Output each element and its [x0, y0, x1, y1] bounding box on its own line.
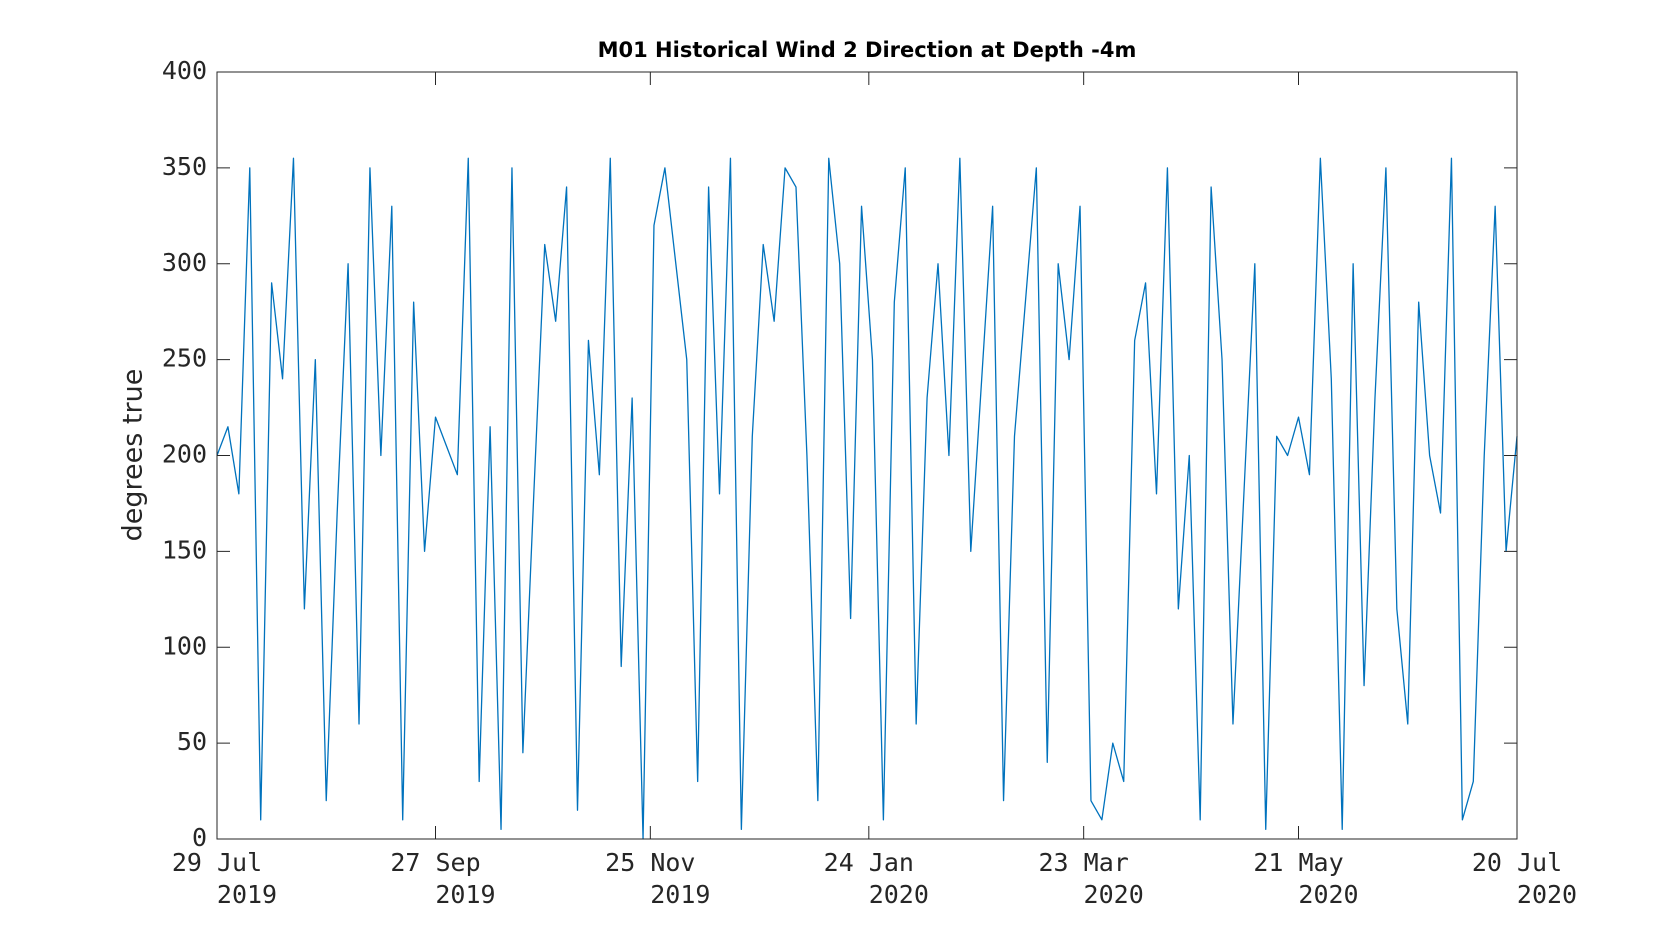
y-tick-label: 0	[192, 823, 207, 852]
y-tick-label: 200	[162, 440, 207, 469]
x-tick-label: 25 Nov	[605, 848, 695, 877]
x-tick-label: 24 Jan	[824, 848, 914, 877]
chart-title: M01 Historical Wind 2 Direction at Depth…	[598, 38, 1137, 62]
x-tick-label: 20 Jul	[1472, 848, 1562, 877]
y-tick-label: 150	[162, 535, 207, 564]
x-tick-label: 2020	[869, 880, 929, 909]
x-tick-label: 27 Sep	[390, 848, 480, 877]
x-tick-label: 29 Jul	[172, 848, 262, 877]
x-tick-label: 2019	[435, 880, 495, 909]
x-tick-label: 2019	[217, 880, 277, 909]
y-tick-label: 300	[162, 248, 207, 277]
y-tick-label: 350	[162, 152, 207, 181]
data-line	[216, 157, 1518, 840]
x-tick-label: 2020	[1084, 880, 1144, 909]
y-tick-label: 400	[162, 56, 207, 85]
y-tick-label: 250	[162, 344, 207, 373]
x-tick-label: 2020	[1517, 880, 1577, 909]
y-axis-label: degrees true	[118, 369, 149, 542]
plot-area	[217, 72, 1517, 839]
x-tick-label: 2020	[1298, 880, 1358, 909]
y-tick-label: 100	[162, 631, 207, 660]
y-tick-label: 50	[177, 727, 207, 756]
x-tick-label: 2019	[650, 880, 710, 909]
x-tick-label: 21 May	[1253, 848, 1343, 877]
x-tick-label: 23 Mar	[1039, 848, 1129, 877]
